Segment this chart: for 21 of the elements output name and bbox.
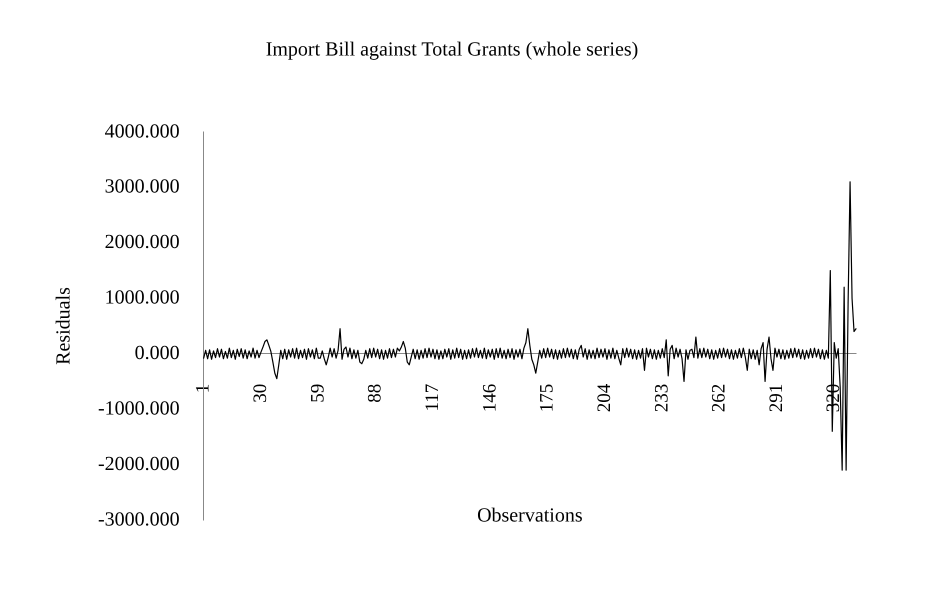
x-tick-label: 291 bbox=[766, 384, 787, 412]
x-tick-label: 175 bbox=[536, 384, 558, 412]
x-tick-label: 88 bbox=[364, 384, 386, 403]
y-tick-label: -3000.000 bbox=[98, 508, 180, 530]
x-tick-label: 117 bbox=[422, 384, 443, 412]
x-tick-label: 30 bbox=[250, 384, 271, 403]
x-tick-label: 59 bbox=[307, 384, 328, 403]
chart-title: Import Bill against Total Grants (whole series) bbox=[266, 38, 638, 60]
x-tick-label: 262 bbox=[708, 384, 730, 412]
y-tick-label: 1000.000 bbox=[104, 286, 180, 309]
y-tick-label: -2000.000 bbox=[98, 452, 180, 475]
y-tick-label: 2000.000 bbox=[104, 231, 180, 254]
y-tick-label: 3000.000 bbox=[104, 176, 180, 198]
y-tick-label: 0.000 bbox=[134, 342, 180, 364]
y-tick-label: 4000.000 bbox=[104, 120, 180, 142]
x-tick-label: 204 bbox=[594, 383, 615, 412]
x-tick-label: 233 bbox=[651, 384, 672, 412]
y-axis-title: Residuals bbox=[52, 286, 74, 365]
y-tick-label: -1000.000 bbox=[98, 397, 180, 420]
x-axis-title: Observations bbox=[477, 504, 583, 526]
x-tick-label: 146 bbox=[479, 384, 500, 412]
